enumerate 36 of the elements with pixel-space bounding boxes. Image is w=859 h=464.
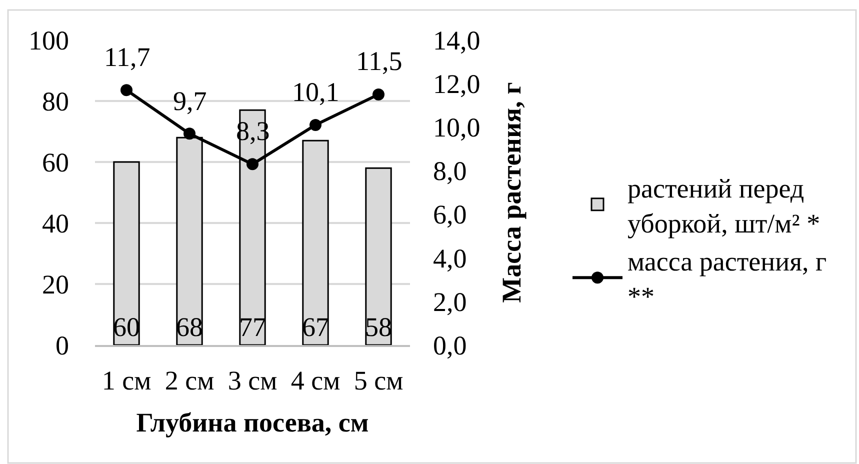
- data-label: 68: [176, 312, 203, 342]
- data-label: 11,7: [104, 42, 150, 72]
- y-tick-label: 60: [42, 147, 69, 178]
- y-tick-label: 100: [28, 25, 69, 56]
- point: [184, 128, 196, 140]
- data-label: 9,7: [173, 86, 207, 116]
- y2-tick-label: 6,0: [433, 200, 467, 230]
- y-tick-label: 0: [56, 330, 69, 360]
- y-tick-label: 40: [42, 208, 69, 238]
- y-tick-label: 80: [42, 86, 69, 116]
- y2-tick-label: 8,0: [433, 156, 467, 186]
- y2-tick-label: 4,0: [433, 243, 467, 274]
- x-axis-title: Глубина посева, см: [136, 407, 369, 438]
- y2-tick-label: 14,0: [433, 25, 480, 56]
- y-tick-label: 20: [42, 269, 69, 300]
- point: [372, 88, 384, 100]
- data-label: 11,5: [356, 46, 402, 76]
- data-label: 10,1: [292, 77, 340, 107]
- x-tick-label: 3 см: [228, 365, 278, 396]
- y2-axis-title: Масса растения, г: [496, 82, 527, 303]
- data-label: 67: [302, 312, 329, 342]
- data-label: 77: [239, 312, 266, 342]
- x-tick-label: 2 см: [164, 365, 214, 396]
- x-tick-label: 1 см: [102, 365, 152, 396]
- point: [246, 158, 258, 170]
- point: [120, 84, 132, 96]
- point: [310, 118, 322, 131]
- y2-tick-label: 12,0: [433, 69, 480, 100]
- data-label: 58: [365, 312, 392, 342]
- y2-tick-label: 10,0: [433, 112, 480, 143]
- legend-label: масса растения, г **: [628, 246, 827, 312]
- x-tick-label: 4 см: [290, 365, 340, 396]
- y2-tick-label: 2,0: [433, 286, 467, 317]
- y2-tick-label: 0,0: [433, 330, 467, 360]
- data-label: 60: [113, 312, 140, 342]
- x-tick-label: 5 см: [354, 365, 404, 396]
